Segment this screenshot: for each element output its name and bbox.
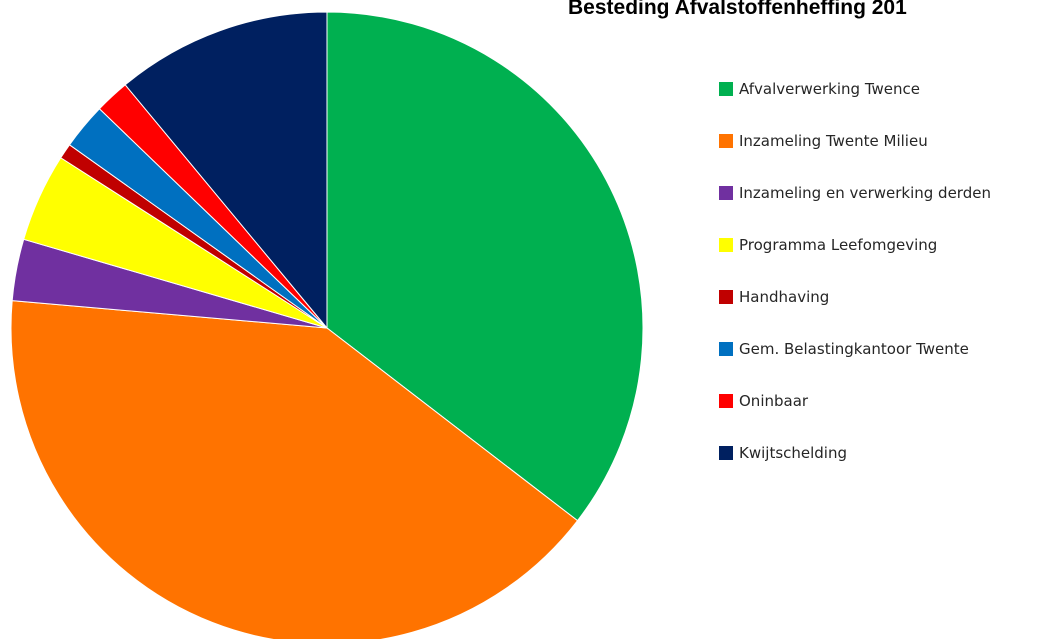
chart-title: Besteding Afvalstoffenheffing 201 [568,0,907,19]
legend-label: Inzameling Twente Milieu [739,132,928,150]
legend-swatch [719,186,733,200]
pie-slice-2 [10,300,579,639]
legend-swatch [719,82,733,96]
legend-swatch [719,394,733,408]
legend-label: Afvalverwerking Twence [739,80,920,98]
legend-swatch [719,446,733,460]
chart-legend: Afvalverwerking Twence Inzameling Twente … [719,76,1061,492]
legend-swatch [719,290,733,304]
legend-swatch [719,342,733,356]
legend-label: Handhaving [739,288,830,306]
legend-item: Handhaving [719,284,1061,310]
legend-item: Kwijtschelding [719,440,1061,466]
legend-item: Afvalverwerking Twence [719,76,1061,102]
legend-swatch [719,134,733,148]
legend-label: Programma Leefomgeving [739,236,938,254]
legend-label: Inzameling en verwerking derden [739,184,991,202]
legend-item: Inzameling en verwerking derden [719,180,1061,206]
legend-swatch [719,238,733,252]
legend-label: Gem. Belastingkantoor Twente [739,340,969,358]
pie-slice-1 [326,11,644,522]
legend-label: Oninbaar [739,392,809,410]
legend-item: Oninbaar [719,388,1061,414]
legend-item: Programma Leefomgeving [719,232,1061,258]
legend-item: Gem. Belastingkantoor Twente [719,336,1061,362]
pie-slice-8 [124,11,328,330]
legend-label: Kwijtschelding [739,444,848,462]
legend-item: Inzameling Twente Milieu [719,128,1061,154]
